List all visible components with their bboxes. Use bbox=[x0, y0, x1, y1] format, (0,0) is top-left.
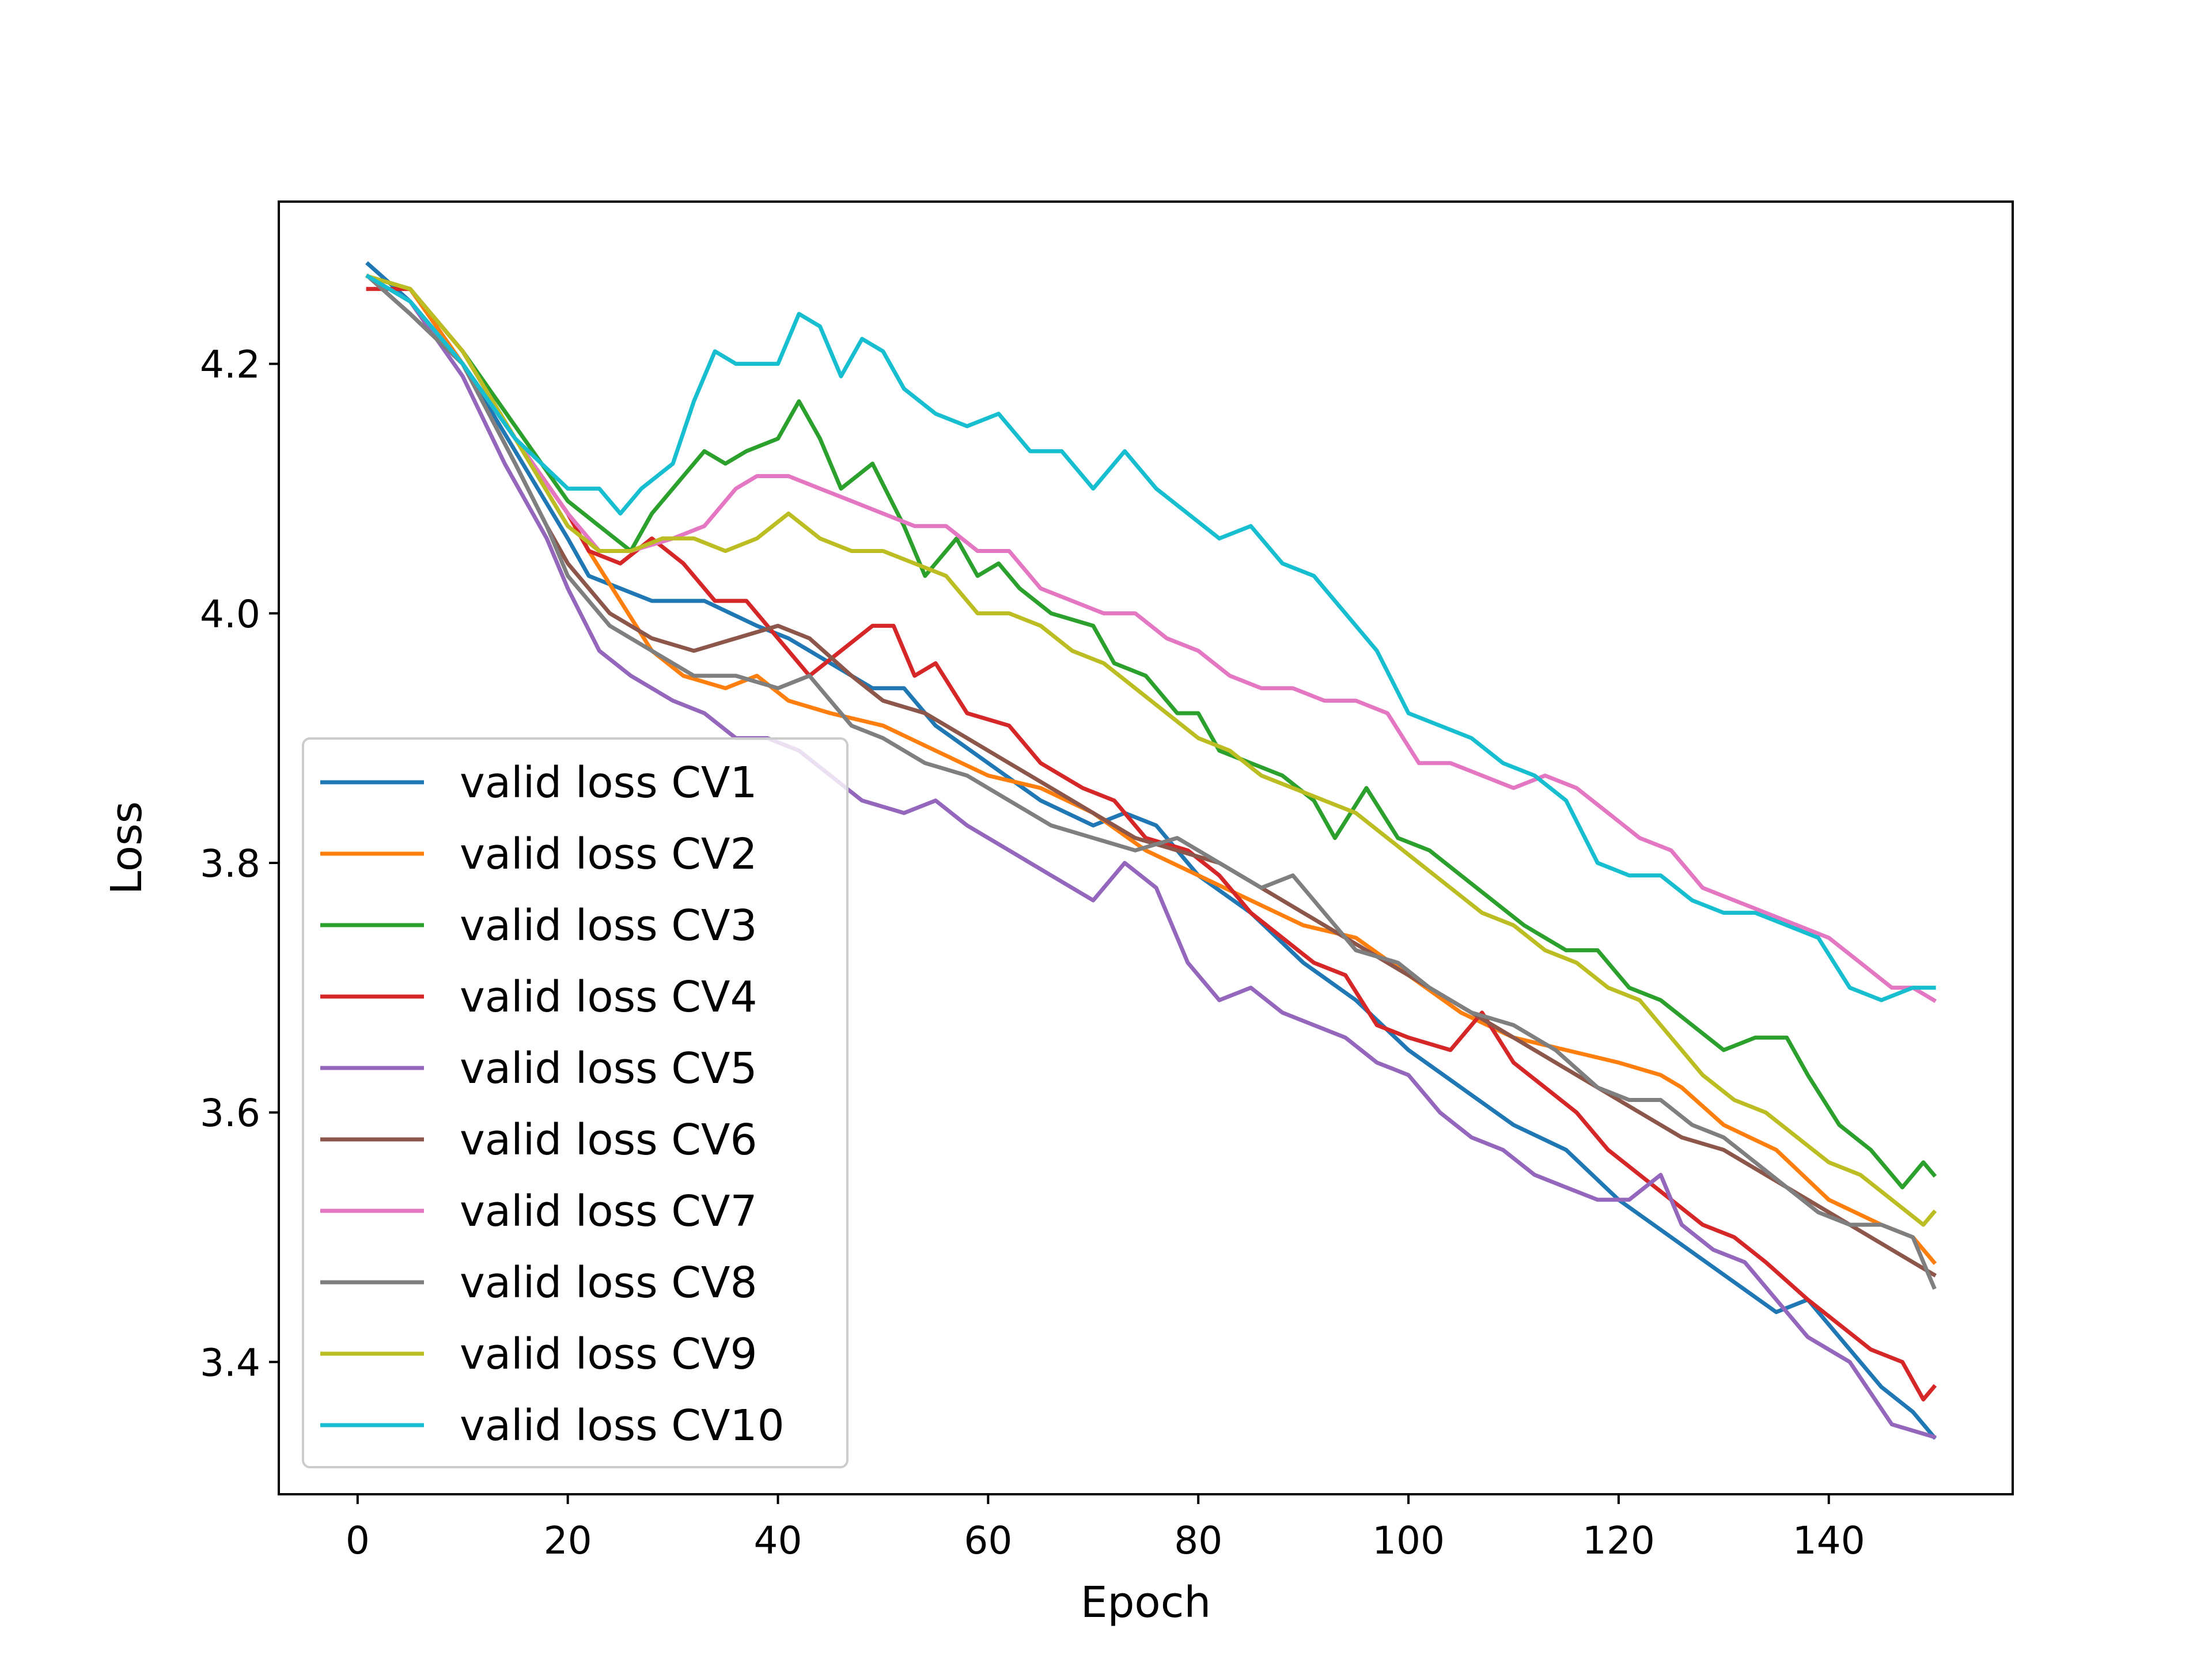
series-line-cv5 bbox=[365, 274, 1937, 1440]
legend-label-cv10: valid loss CV10 bbox=[460, 1401, 785, 1450]
legend-label-cv8: valid loss CV8 bbox=[460, 1258, 757, 1308]
x-tick-label: 20 bbox=[544, 1518, 592, 1563]
legend-label-cv4: valid loss CV4 bbox=[460, 972, 757, 1022]
x-tick-label: 0 bbox=[346, 1518, 370, 1563]
y-tick-label: 3.4 bbox=[200, 1340, 260, 1385]
y-tick-label: 4.2 bbox=[200, 343, 260, 387]
legend-label-cv6: valid loss CV6 bbox=[460, 1115, 757, 1165]
legend-label-cv3: valid loss CV3 bbox=[460, 901, 757, 950]
y-axis-title: Loss bbox=[102, 801, 151, 895]
series-line-cv6 bbox=[365, 274, 1937, 1278]
legend-label-cv1: valid loss CV1 bbox=[460, 758, 757, 808]
series-line-cv8 bbox=[365, 274, 1937, 1290]
y-tick-label: 3.8 bbox=[200, 842, 260, 886]
plot-lines bbox=[365, 261, 1937, 1440]
x-tick-label: 120 bbox=[1582, 1518, 1655, 1563]
x-axis: 0 20 40 60 80 100 120 140 bbox=[346, 1494, 1865, 1563]
x-tick-label: 100 bbox=[1372, 1518, 1445, 1563]
y-axis: 3.4 3.6 3.8 4.0 4.2 bbox=[200, 343, 279, 1385]
legend-label-cv2: valid loss CV2 bbox=[460, 830, 757, 879]
y-tick-label: 4.0 bbox=[200, 592, 260, 637]
series-line-cv7 bbox=[365, 274, 1937, 1003]
legend-label-cv7: valid loss CV7 bbox=[460, 1187, 757, 1236]
series-line-cv4 bbox=[366, 287, 1937, 1402]
series-line-cv10 bbox=[365, 274, 1936, 1002]
x-tick-label: 40 bbox=[754, 1518, 802, 1563]
legend-label-cv5: valid loss CV5 bbox=[460, 1044, 757, 1093]
legend: valid loss CV1 valid loss CV2 valid loss C… bbox=[302, 737, 849, 1468]
plot-area-frame bbox=[278, 200, 2014, 1495]
x-tick-label: 60 bbox=[964, 1518, 1012, 1563]
series-line-cv3 bbox=[365, 274, 1937, 1190]
legend-box bbox=[302, 737, 849, 1468]
series-line-cv2 bbox=[365, 274, 1937, 1266]
x-tick-label: 80 bbox=[1174, 1518, 1222, 1563]
x-axis-title: Epoch bbox=[1081, 1578, 1211, 1627]
series-line-cv9 bbox=[365, 274, 1937, 1227]
x-tick-label: 140 bbox=[1793, 1518, 1865, 1563]
legend-label-cv9: valid loss CV9 bbox=[460, 1330, 757, 1379]
y-tick-label: 3.6 bbox=[200, 1091, 260, 1135]
